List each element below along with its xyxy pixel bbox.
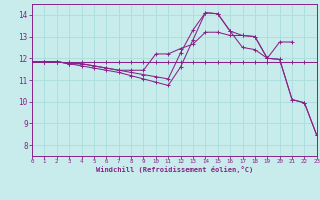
X-axis label: Windchill (Refroidissement éolien,°C): Windchill (Refroidissement éolien,°C) [96, 166, 253, 173]
